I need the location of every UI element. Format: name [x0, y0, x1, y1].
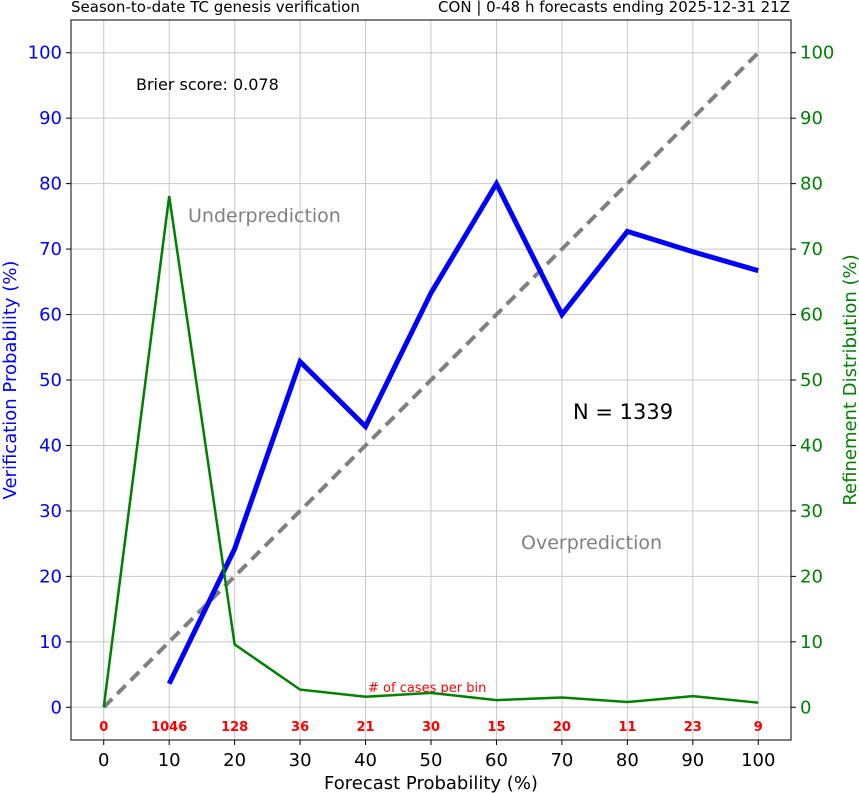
x-tick-label: 40	[354, 750, 377, 771]
refinement-line	[102, 195, 759, 708]
y-tick-label-left: 40	[39, 435, 62, 456]
y-axis-label-right: Refinement Distribution (%)	[840, 254, 859, 505]
case-count-label: 15	[487, 720, 505, 735]
y-tick-label-left: 80	[39, 174, 62, 195]
y-tick-label-right: 70	[800, 239, 823, 260]
cases-per-bin-title: # of cases per bin	[368, 681, 486, 696]
case-count-label: 30	[422, 720, 440, 735]
y-tick-label-right: 20	[800, 566, 823, 587]
x-tick-label: 30	[289, 750, 312, 771]
y-tick-label-right: 30	[800, 501, 823, 522]
y-tick-label-left: 90	[39, 108, 62, 129]
x-tick-label: 100	[741, 750, 775, 771]
x-tick-label: 50	[420, 750, 443, 771]
case-count-label: 21	[356, 720, 374, 735]
sample-size: N = 1339	[573, 400, 673, 424]
x-tick-label: 20	[223, 750, 246, 771]
overprediction-label: Overprediction	[521, 532, 662, 554]
x-axis-label: Forecast Probability (%)	[324, 773, 538, 793]
case-count-label: 36	[291, 720, 309, 735]
y-tick-label-right: 40	[800, 435, 823, 456]
x-tick-label: 90	[681, 750, 704, 771]
case-count-label: 0	[99, 720, 108, 735]
grid-lines	[71, 20, 791, 740]
y-tick-label-left: 60	[39, 305, 62, 326]
y-tick-label-right: 60	[800, 305, 823, 326]
y-tick-label-right: 100	[800, 43, 834, 64]
header-right: CON | 0-48 h forecasts ending 2025-12-31…	[438, 0, 790, 16]
y-tick-label-left: 100	[28, 43, 62, 64]
underprediction-label: Underprediction	[188, 205, 341, 227]
x-tick-label: 60	[485, 750, 508, 771]
y-tick-label-right: 80	[800, 174, 823, 195]
case-count-label: 128	[221, 720, 248, 735]
x-tick-label: 80	[616, 750, 639, 771]
case-count-label: 23	[684, 720, 702, 735]
case-count-label: 9	[754, 720, 763, 735]
brier-score: Brier score: 0.078	[136, 75, 279, 94]
y-tick-label-left: 30	[39, 501, 62, 522]
x-tick-label: 10	[158, 750, 181, 771]
case-counts: 0 1046 128 36 21 30 15 20 11 23 9	[99, 720, 763, 735]
y-tick-label-left: 20	[39, 566, 62, 587]
y-tick-label-left: 10	[39, 632, 62, 653]
case-count-label: 1046	[151, 720, 187, 735]
y-tick-label-right: 90	[800, 108, 823, 129]
case-count-label: 11	[618, 720, 636, 735]
series-layer	[102, 51, 760, 709]
y-axis-label-left: Verification Probability (%)	[0, 261, 21, 500]
x-tick-label: 70	[550, 750, 573, 771]
y-tick-label-right: 50	[800, 370, 823, 391]
header-left: Season-to-date TC genesis verification	[71, 0, 360, 16]
y-tick-label-right: 0	[800, 697, 811, 718]
y-tick-label-left: 50	[39, 370, 62, 391]
case-count-label: 20	[553, 720, 571, 735]
verification-line	[166, 178, 759, 685]
y-tick-label-right: 10	[800, 632, 823, 653]
x-tick-label: 0	[98, 750, 109, 771]
y-tick-label-left: 70	[39, 239, 62, 260]
y-tick-label-left: 0	[51, 697, 62, 718]
